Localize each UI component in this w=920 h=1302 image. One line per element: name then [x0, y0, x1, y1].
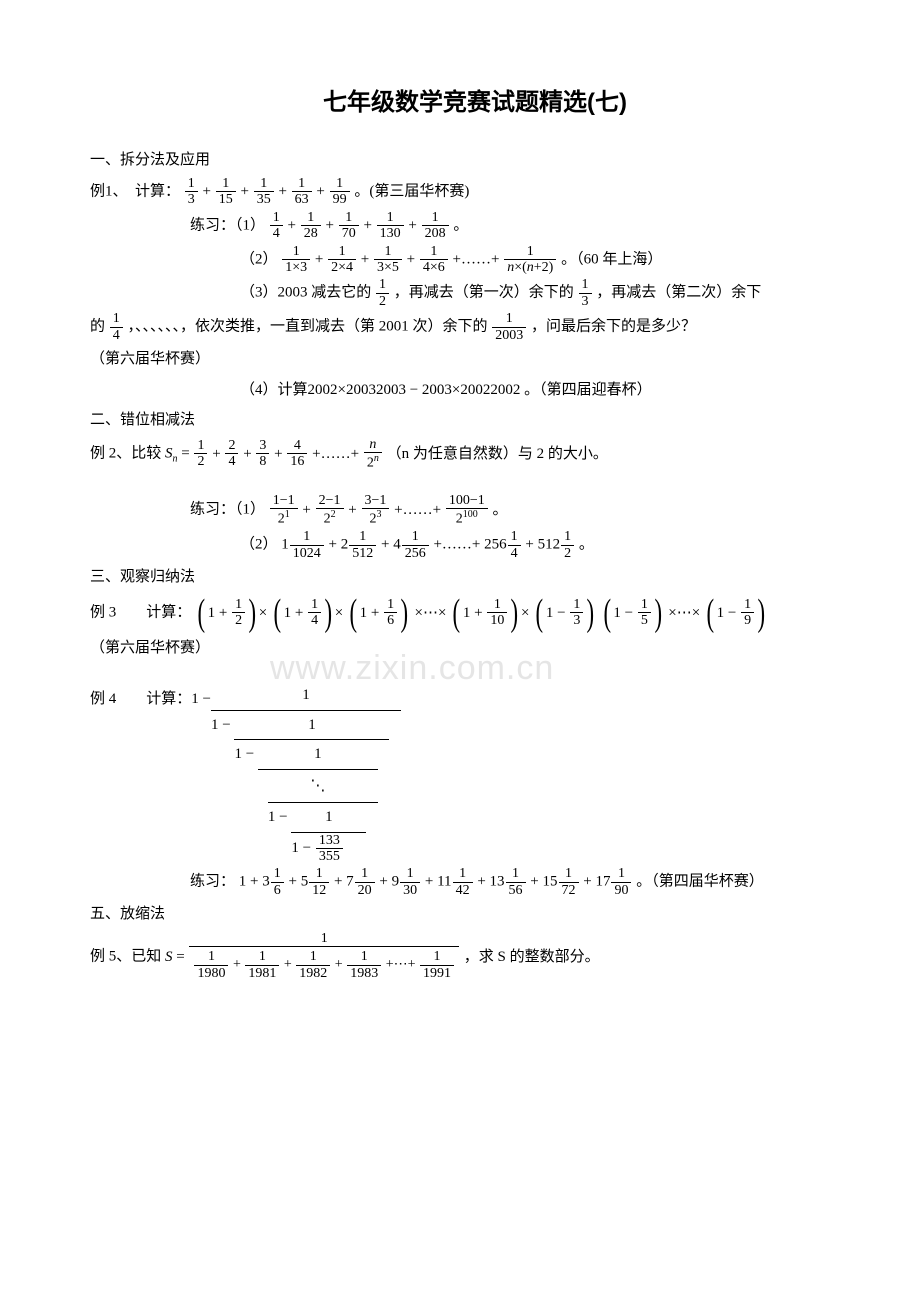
example-1: 例1、 计算： 13 + 115 + 135 + 163 + 199 。(第三届…	[90, 176, 860, 208]
practice-2: （2） 11×3 + 12×4 + 13×5 + 14×6 +……+ 1n×(n…	[90, 244, 860, 276]
section-heading-3: 三、观察归纳法	[90, 563, 860, 592]
page-title: 七年级数学竞赛试题精选(七)	[90, 80, 860, 126]
example-4: 例 4 计算： 1 − 1 1 − 1 1 − 1 ⋱ 1 − 1	[90, 681, 860, 864]
practice-7: 练习： 1 + 316 + 5112 + 7120 + 9130 + 11142…	[90, 866, 860, 898]
practice-6: （2） 111024 + 21512 + 41256 +……+ 25614 + …	[90, 529, 860, 561]
practice-3a: （3）2003 减去它的 12 ，再减去（第一次）余下的 13 ，再减去（第二次…	[90, 277, 860, 309]
document-body: 七年级数学竞赛试题精选(七) 一、拆分法及应用 例1、 计算： 13 + 115…	[90, 80, 860, 983]
practice-1: 练习：（1） 14 + 128 + 170 + 1130 + 1208 。	[90, 210, 860, 242]
example-3-source: （第六届华杯赛）	[90, 634, 860, 663]
example-3: 例 3 计算： (1 + 12)× (1 + 14)× (1 + 16) ×⋯×…	[90, 594, 860, 632]
practice-3-source: （第六届华杯赛）	[90, 345, 860, 374]
example-5: 例 5、已知 S = 1 11980 + 11981 + 11982 + 119…	[90, 931, 860, 983]
section-heading-5: 五、放缩法	[90, 900, 860, 929]
example-2: 例 2、比较 Sn = 12 + 24 + 38 + 416 +……+ n2n …	[90, 437, 860, 471]
section-heading: 一、拆分法及应用	[90, 146, 860, 175]
section-heading-2: 二、错位相减法	[90, 406, 860, 435]
practice-4: （4）计算2002×20032003 − 2003×20022002 。（第四届…	[90, 376, 860, 405]
practice-5: 练习：（1） 1−121 + 2−122 + 3−123 +……+ 100−12…	[90, 493, 860, 527]
practice-3b: 的 14 ，、、、、、、，依次类推，一直到减去（第 2001 次）余下的 120…	[90, 311, 860, 343]
